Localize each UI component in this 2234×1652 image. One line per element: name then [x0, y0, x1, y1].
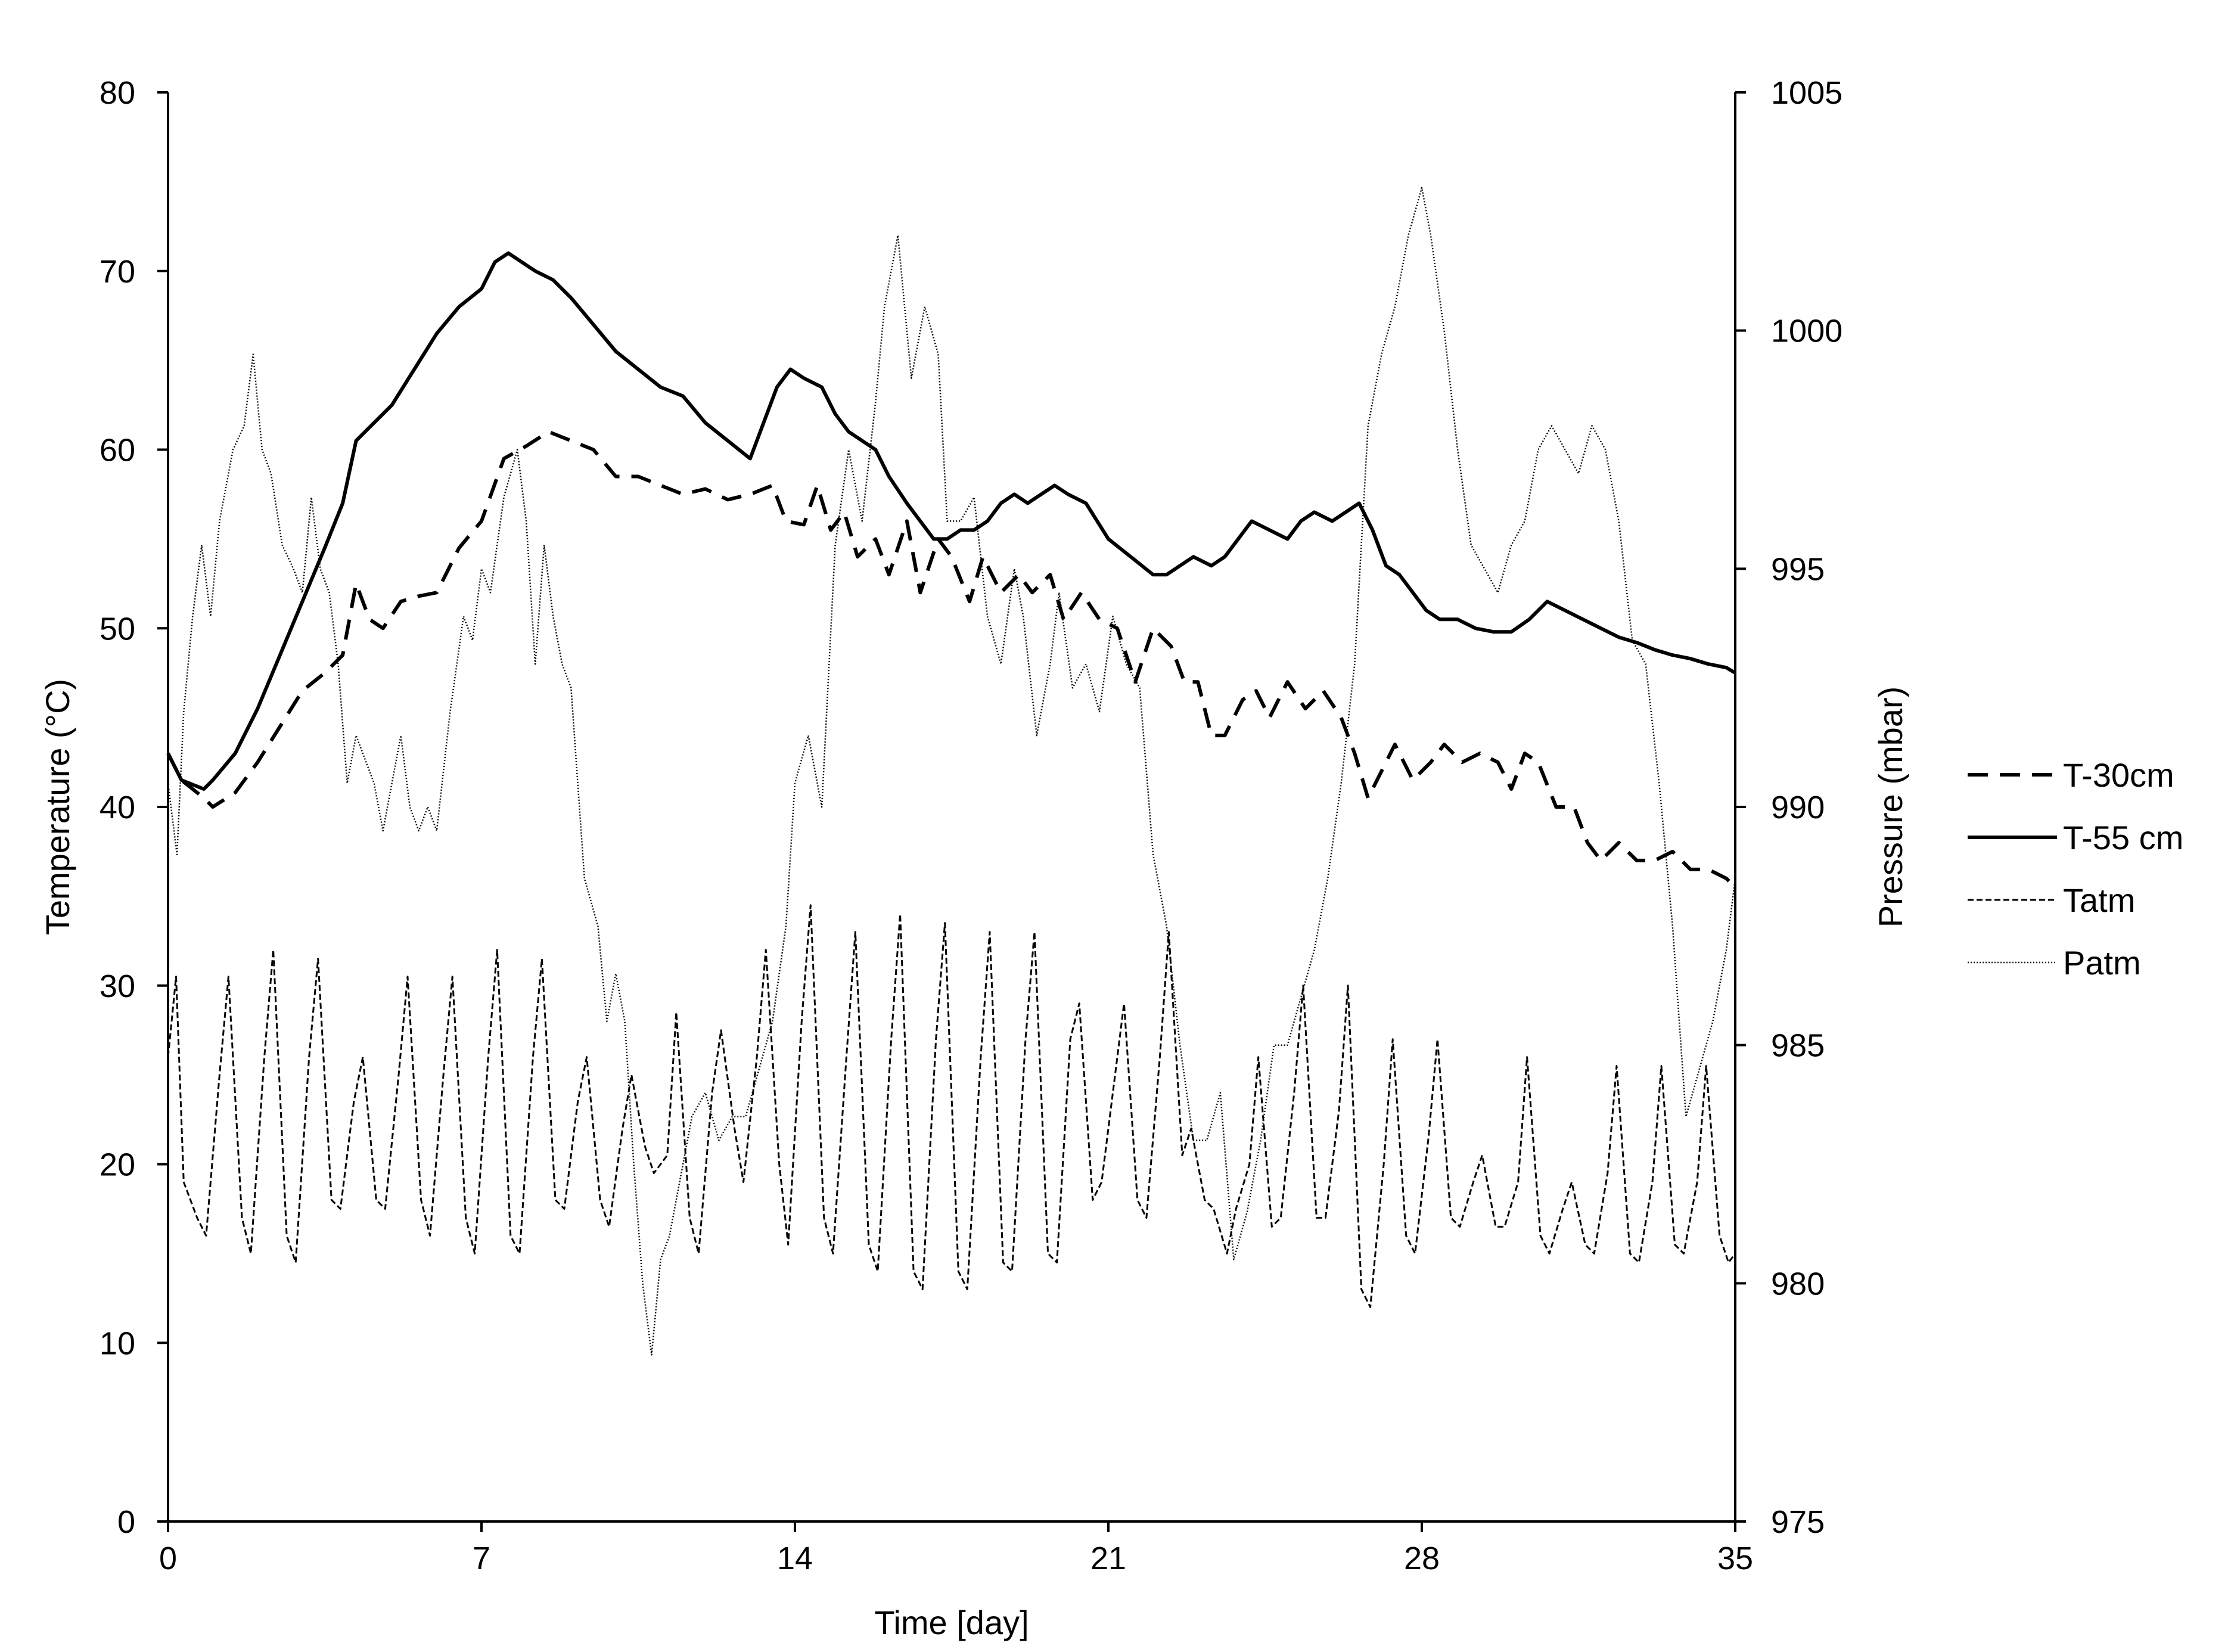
legend-label-2: T-55 cm — [2063, 819, 2183, 856]
x-tick-label: 21 — [1090, 1541, 1126, 1576]
y2-tick-label: 985 — [1771, 1028, 1825, 1064]
x-axis-title: Time [day] — [874, 1604, 1029, 1641]
y-tick-label: 10 — [100, 1325, 135, 1361]
x-tick-label: 14 — [777, 1541, 813, 1576]
y2-tick-label: 1000 — [1771, 313, 1842, 349]
series-line-2 — [166, 251, 1736, 791]
series-line-1 — [166, 430, 1737, 889]
y-tick-label: 60 — [100, 433, 135, 468]
y2-tick-label: 980 — [1771, 1266, 1825, 1302]
y2-tick-label: 990 — [1771, 790, 1825, 825]
series-line-3 — [167, 904, 1736, 1308]
y-axis-title: Temperature (°C) — [39, 679, 76, 935]
y-tick-label: 20 — [100, 1147, 135, 1183]
x-tick-label: 28 — [1404, 1541, 1440, 1576]
y-tick-label: 50 — [100, 611, 135, 647]
legend-label-3: Tatm — [2063, 881, 2135, 919]
y2-tick-label: 975 — [1771, 1504, 1825, 1540]
x-tick-label: 35 — [1717, 1541, 1753, 1576]
legend: T-30cm T-55 cm Tatm Patm — [1968, 756, 2183, 982]
axes-layer: 0 7 14 21 28 35 0 10 20 30 40 50 60 70 80 975 980 985 990 9… — [100, 75, 1842, 1576]
x-tick-label: 7 — [473, 1541, 490, 1576]
series-layer — [166, 187, 1737, 1356]
series-line-4 — [167, 187, 1736, 1356]
y-tick-label: 70 — [100, 254, 135, 290]
x-tick-label: 0 — [159, 1541, 177, 1576]
y2-tick-label: 995 — [1771, 551, 1825, 587]
y-tick-label: 30 — [100, 968, 135, 1004]
y2-tick-label: 1005 — [1771, 75, 1842, 111]
y-tick-label: 40 — [100, 790, 135, 825]
legend-label-1: T-30cm — [2063, 756, 2174, 794]
y2-axis-title: Pressure (mbar) — [1872, 687, 1909, 928]
y-tick-label: 80 — [100, 75, 135, 111]
y-tick-label: 0 — [117, 1504, 135, 1540]
legend-label-4: Patm — [2063, 944, 2141, 982]
